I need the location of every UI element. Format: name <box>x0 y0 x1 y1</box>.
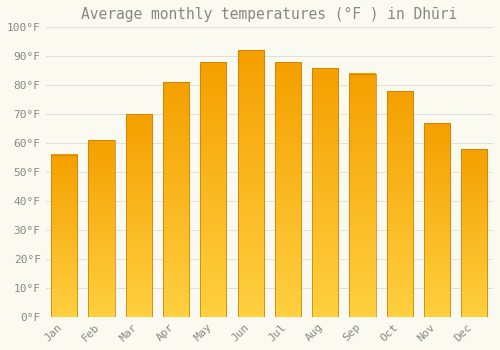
Bar <box>462 149 487 317</box>
Bar <box>200 62 226 317</box>
Bar <box>275 62 301 317</box>
Bar <box>163 82 189 317</box>
Bar <box>387 91 413 317</box>
Bar <box>350 74 376 317</box>
Title: Average monthly temperatures (°F ) in Dhūri: Average monthly temperatures (°F ) in Dh… <box>81 7 458 22</box>
Bar <box>51 155 78 317</box>
Bar <box>312 68 338 317</box>
Bar <box>238 50 264 317</box>
Bar <box>88 140 115 317</box>
Bar <box>424 123 450 317</box>
Bar <box>126 114 152 317</box>
